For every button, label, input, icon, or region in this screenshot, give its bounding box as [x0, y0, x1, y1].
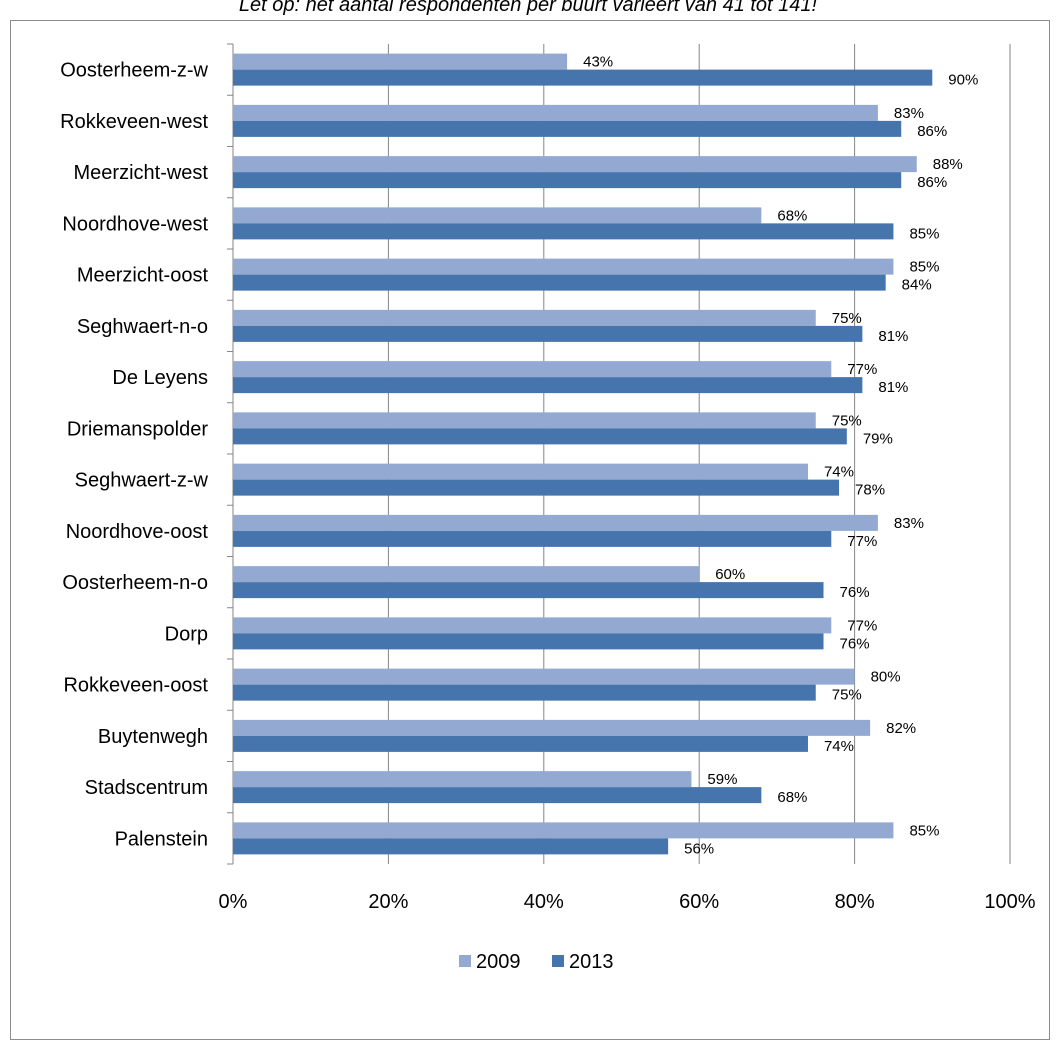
value-label-2013: 79%	[863, 430, 893, 447]
bar-2009	[233, 309, 816, 326]
bar-2013	[233, 377, 863, 394]
bar-2009	[233, 668, 855, 685]
bar-2013	[233, 479, 840, 496]
bar-2013	[233, 428, 847, 445]
bar-2009	[233, 719, 871, 736]
x-tick-label: 20%	[368, 891, 408, 913]
legend-swatch-2009	[459, 955, 471, 967]
value-label-2009: 68%	[777, 207, 807, 224]
bar-2013	[233, 633, 824, 650]
respondents-note: Let op: het aantal respondenten per buur…	[238, 0, 818, 16]
category-label: Buytenwegh	[98, 726, 208, 748]
value-label-2009: 43%	[583, 54, 613, 71]
value-label-2013: 85%	[909, 225, 939, 242]
bar-2013	[233, 582, 824, 599]
value-label-2013: 78%	[855, 482, 885, 499]
value-label-2013: 68%	[777, 789, 807, 806]
value-label-2009: 83%	[894, 515, 924, 532]
category-label: Oosterheem-n-o	[62, 572, 208, 594]
x-tick-label: 80%	[835, 891, 875, 913]
value-label-2009: 85%	[909, 822, 939, 839]
x-tick-label: 40%	[524, 891, 564, 913]
value-label-2013: 56%	[684, 840, 714, 857]
bar-2013	[233, 223, 894, 240]
bar-2013	[233, 274, 886, 291]
value-label-2009: 82%	[886, 720, 916, 737]
value-label-2009: 85%	[909, 259, 939, 276]
bar-2013	[233, 172, 902, 189]
value-label-2009: 75%	[832, 412, 862, 429]
value-label-2013: 84%	[902, 277, 932, 294]
legend-label-2013: 2013	[569, 951, 614, 973]
bar-2009	[233, 361, 832, 378]
bar-2009	[233, 412, 816, 429]
bar-2009	[233, 53, 568, 70]
category-label: Seghwaert-n-o	[77, 316, 208, 338]
x-tick-label: 0%	[219, 891, 248, 913]
category-label: De Leyens	[112, 367, 208, 389]
value-label-2013: 74%	[824, 738, 854, 755]
legend-swatch-2013	[552, 955, 564, 967]
value-label-2013: 76%	[840, 584, 870, 601]
category-label: Dorp	[165, 623, 208, 645]
x-tick-label: 60%	[679, 891, 719, 913]
category-label: Driemanspolder	[67, 418, 209, 440]
bar-2013	[233, 120, 902, 137]
value-label-2013: 76%	[840, 635, 870, 652]
category-label: Meerzicht-west	[74, 162, 209, 184]
bar-2009	[233, 566, 700, 583]
value-label-2009: 88%	[933, 156, 963, 173]
value-label-2009: 60%	[715, 566, 745, 583]
bar-2013	[233, 787, 762, 804]
category-label: Rokkeveen-west	[60, 111, 208, 133]
category-label: Oosterheem-z-w	[60, 60, 208, 82]
category-label: Palenstein	[115, 828, 208, 850]
value-label-2009: 77%	[847, 361, 877, 378]
value-label-2009: 74%	[824, 464, 854, 481]
bar-2009	[233, 617, 832, 634]
category-label: Noordhove-west	[62, 213, 208, 235]
category-label: Stadscentrum	[85, 777, 208, 799]
value-label-2009: 59%	[707, 771, 737, 788]
value-label-2013: 86%	[917, 123, 947, 140]
bar-2009	[233, 258, 894, 275]
bar-2013	[233, 735, 808, 752]
value-label-2013: 90%	[948, 72, 978, 89]
bar-2009	[233, 463, 808, 480]
bar-2013	[233, 325, 863, 342]
category-label: Noordhove-oost	[66, 521, 209, 543]
bar-2013	[233, 69, 933, 86]
category-label: Rokkeveen-oost	[63, 675, 208, 697]
legend-label-2009: 2009	[476, 951, 521, 973]
bar-2009	[233, 822, 894, 839]
category-label: Meerzicht-oost	[77, 265, 209, 287]
value-label-2013: 81%	[878, 379, 908, 396]
value-label-2009: 75%	[832, 310, 862, 327]
value-label-2013: 86%	[917, 174, 947, 191]
value-label-2013: 75%	[832, 687, 862, 704]
value-label-2009: 80%	[871, 669, 901, 686]
value-label-2013: 77%	[847, 533, 877, 550]
bar-2013	[233, 838, 669, 855]
category-label: Seghwaert-z-w	[75, 470, 209, 492]
x-tick-label: 100%	[984, 891, 1035, 913]
value-label-2013: 81%	[878, 328, 908, 345]
bar-2009	[233, 156, 917, 173]
value-label-2009: 77%	[847, 617, 877, 634]
bar-2009	[233, 104, 878, 121]
chart-frame	[10, 20, 1050, 1040]
bar-2009	[233, 207, 762, 224]
bar-2013	[233, 530, 832, 547]
bar-2013	[233, 684, 816, 701]
value-label-2009: 83%	[894, 105, 924, 122]
bar-2009	[233, 771, 692, 788]
bar-2009	[233, 514, 878, 531]
